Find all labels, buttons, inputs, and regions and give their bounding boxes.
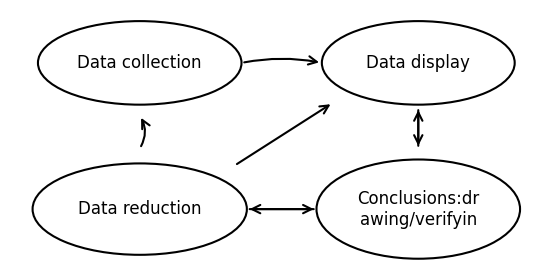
Text: Data reduction: Data reduction bbox=[78, 200, 201, 218]
Text: Data display: Data display bbox=[367, 54, 470, 72]
Text: Conclusions:dr
awing/verifyin: Conclusions:dr awing/verifyin bbox=[357, 190, 479, 228]
Text: Data collection: Data collection bbox=[78, 54, 202, 72]
